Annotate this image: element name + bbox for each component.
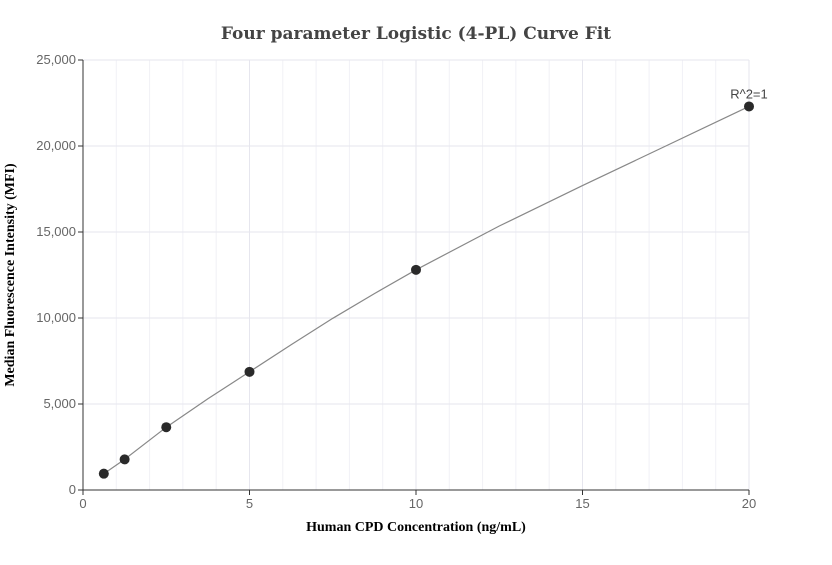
axis-layer xyxy=(78,59,750,495)
fit-curve-line xyxy=(103,105,750,475)
data-point xyxy=(98,468,109,479)
y-tick-label: 5,000 xyxy=(43,396,76,411)
data-points-layer xyxy=(98,101,754,479)
data-point xyxy=(744,101,754,112)
x-tick-label: 20 xyxy=(742,496,756,511)
x-tick-label: 5 xyxy=(246,496,253,511)
y-tick-label: 15,000 xyxy=(36,224,76,239)
labels-layer: Four parameter Logistic (4-PL) Curve Fit… xyxy=(3,24,768,535)
data-point xyxy=(411,264,421,275)
y-axis-title: Median Fluorescence Intensity (MFI) xyxy=(3,163,18,387)
chart-title: Four parameter Logistic (4-PL) Curve Fit xyxy=(221,24,611,44)
data-point xyxy=(244,366,255,377)
y-tick-label: 25,000 xyxy=(36,52,76,67)
y-tick-label: 10,000 xyxy=(36,310,76,325)
y-tick-label: 20,000 xyxy=(36,138,76,153)
x-tick-label: 0 xyxy=(79,496,86,511)
x-tick-label: 10 xyxy=(409,496,423,511)
data-point xyxy=(119,454,130,465)
x-axis-title: Human CPD Concentration (ng/mL) xyxy=(306,520,526,535)
grid-layer xyxy=(83,59,750,490)
fit-curve-layer xyxy=(103,105,750,475)
x-tick-label: 15 xyxy=(575,496,589,511)
y-tick-label: 0 xyxy=(69,482,76,497)
r-squared-annotation: R^2=1 xyxy=(730,86,768,101)
data-point xyxy=(161,422,172,433)
